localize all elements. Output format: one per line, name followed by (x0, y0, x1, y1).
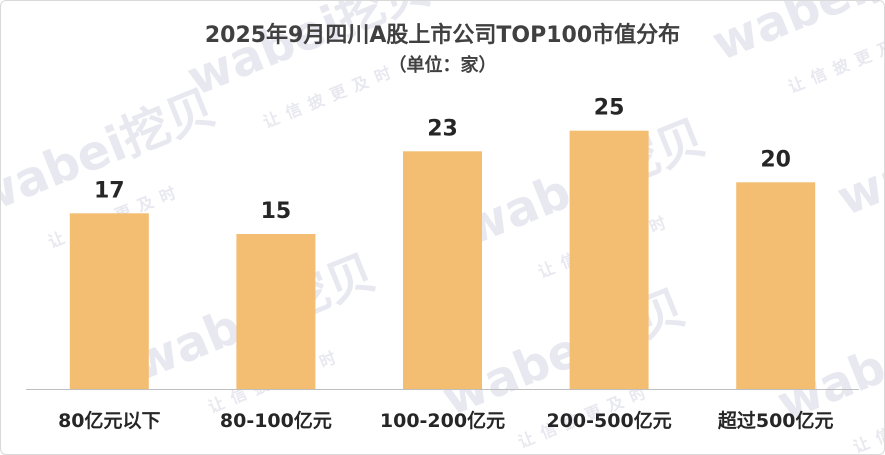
data-label: 20 (760, 147, 791, 172)
bar (403, 151, 482, 389)
x-tick-label: 超过500亿元 (717, 409, 834, 432)
data-label: 15 (261, 199, 292, 224)
chart-subtitle: （单位：家） (388, 55, 497, 76)
bar (569, 130, 649, 389)
x-tick-label: 80-100亿元 (220, 409, 332, 432)
bar (236, 234, 316, 389)
x-tick-label: 80亿元以下 (58, 409, 160, 432)
x-tick-label: 200-500亿元 (546, 409, 671, 432)
x-tick-label: 100-200亿元 (380, 409, 505, 432)
bar (69, 213, 149, 389)
chart-title: 2025年9月四川A股上市公司TOP100市值分布 (204, 23, 681, 48)
bar (736, 182, 816, 389)
data-label: 23 (427, 116, 458, 141)
data-label: 25 (594, 96, 625, 121)
data-label: 17 (94, 178, 125, 203)
